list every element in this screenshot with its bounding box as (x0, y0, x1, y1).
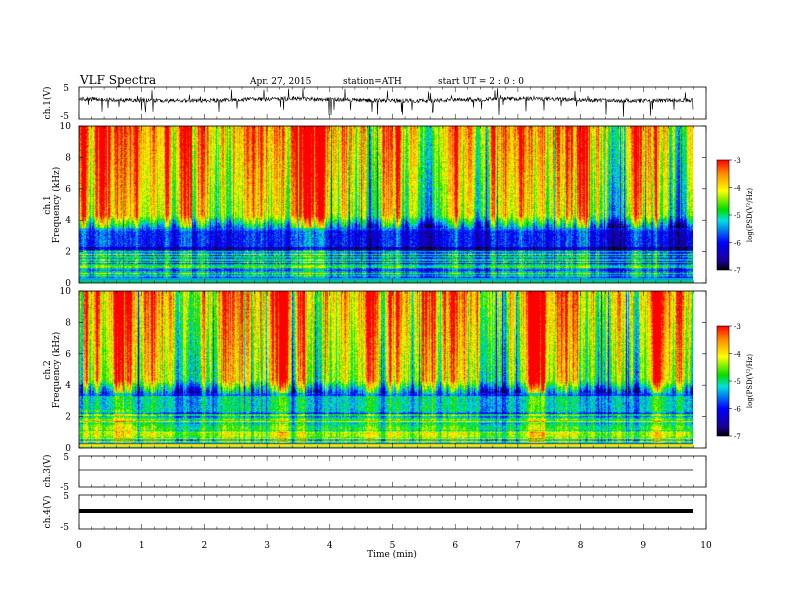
ch2-spectrogram-channel-label: ch.2 (43, 360, 53, 379)
ch2-colorbar-gradient (716, 325, 730, 437)
cb1-ticks-label-2: -5 (734, 212, 741, 220)
ch3-waveform-panel: 5 -5 ch.3(V) (42, 453, 707, 493)
ch1-yticks-label-2: 4 (65, 216, 71, 226)
cb1-ticks-label-0: -3 (734, 157, 741, 165)
ch3-waveform-ylabel: ch.3(V) (42, 455, 53, 488)
cb2-ticks-label-3: -6 (734, 406, 741, 414)
ch2-yticks-label-4: 8 (65, 318, 71, 328)
ch3-waveform-frame (78, 455, 707, 488)
ch1-colorbar-ticks: -3 -4 -5 -6 -7 (729, 157, 741, 275)
ch2-yticks-label-1: 2 (65, 413, 71, 423)
x-tick-label-8: 8 (578, 541, 584, 551)
start-time-label: start UT = 2 : 0 : 0 (438, 77, 524, 87)
ch2-spectrogram-ylabel: Frequency (kHz) (51, 332, 62, 409)
ch2-colorbar: -3 -4 -5 -6 -7 log(PSD(V²/Hz) (716, 323, 754, 441)
cb2-ticks-label-0: -3 (734, 323, 741, 331)
x-tick-label-4: 4 (327, 541, 333, 551)
x-tick-label-10: 10 (700, 541, 712, 551)
ch4-ytick-top: 5 (63, 492, 69, 502)
cb2-ticks-label-2: -5 (734, 378, 741, 386)
ch1-spectrogram-image (79, 126, 693, 283)
ch2-yticks-label-5: 10 (60, 287, 72, 297)
ch1-waveform-panel: 5 -5 ch.1(V) (42, 84, 707, 122)
ch2-spectrogram-panel: 0 2 4 6 8 10 ch.2 Frequency (kHz) (43, 287, 707, 454)
ch2-spectrogram-image (79, 291, 693, 448)
ch1-waveform-ylabel: ch.1(V) (42, 87, 53, 120)
ch1-spectrogram-yticks: 0 2 4 6 8 10 (60, 122, 706, 289)
ch3-ytick-bottom: -5 (60, 483, 69, 493)
cb1-ticks-label-3: -6 (734, 240, 741, 248)
ch1-yticks-label-1: 2 (65, 248, 71, 258)
ch1-yticks-label-4: 8 (65, 153, 71, 163)
x-tick-label-7: 7 (515, 541, 521, 551)
ch2-yticks-label-0: 0 (65, 444, 71, 454)
x-tick-label-1: 1 (139, 541, 145, 551)
ch4-ytick-bottom: -5 (60, 523, 69, 533)
ch1-yticks-label-5: 10 (60, 122, 72, 132)
ch4-waveform-panel: 5 -5 ch.4(V) (42, 492, 707, 533)
figure-title: VLF Spectra (79, 73, 156, 87)
cb1-ticks-label-4: -7 (734, 267, 741, 275)
time-tick-marks (78, 87, 707, 529)
ch1-colorbar: -3 -4 -5 -6 -7 log(PSD(V²/Hz) (716, 157, 754, 275)
ch3-ytick-top: 5 (63, 453, 69, 463)
x-tick-label-6: 6 (452, 541, 458, 551)
ch2-yticks-label-2: 4 (65, 381, 71, 391)
cb2-ticks-label-1: -4 (734, 351, 741, 359)
ch1-yticks-label-0: 0 (65, 279, 71, 289)
ch1-spectrogram-ylabel: Frequency (kHz) (51, 167, 62, 244)
x-tick-label-2: 2 (202, 541, 208, 551)
x-axis-label: Time (min) (367, 549, 417, 560)
ch1-spectrogram-channel-label: ch.1 (43, 195, 53, 214)
cb1-ticks-label-1: -4 (734, 185, 741, 193)
x-tick-label-0: 0 (76, 541, 82, 551)
ch1-waveform-frame (78, 86, 707, 120)
ch2-colorbar-ticks: -3 -4 -5 -6 -7 (729, 323, 741, 441)
ch2-spectrogram-yticks: 0 2 4 6 8 10 (60, 287, 706, 454)
ch1-waveform-line (78, 88, 694, 117)
ch2-colorbar-label: log(PSD(V²/Hz) (746, 354, 754, 409)
ch1-ytick-top: 5 (63, 84, 69, 94)
x-tick-label-5: 5 (390, 541, 396, 551)
ch1-ytick-bottom: -5 (60, 112, 69, 122)
ch1-yticks-label-3: 6 (65, 185, 71, 195)
date-label: Apr. 27, 2015 (249, 77, 312, 87)
ch1-colorbar-label: log(PSD(V²/Hz) (746, 188, 754, 243)
ch1-spectrogram-panel: 0 2 4 6 8 10 ch.1 Frequency (kHz) (43, 122, 707, 289)
x-axis-tick-labels: 0 1 2 3 4 5 6 7 8 9 10 (76, 541, 712, 551)
ch2-yticks-label-3: 6 (65, 350, 71, 360)
x-tick-label-9: 9 (640, 541, 646, 551)
ch4-waveform-ylabel: ch.4(V) (42, 496, 53, 529)
x-tick-label-3: 3 (264, 541, 270, 551)
station-label: station=ATH (343, 77, 402, 87)
cb2-ticks-label-4: -7 (734, 433, 741, 441)
ch1-colorbar-gradient (716, 159, 730, 271)
